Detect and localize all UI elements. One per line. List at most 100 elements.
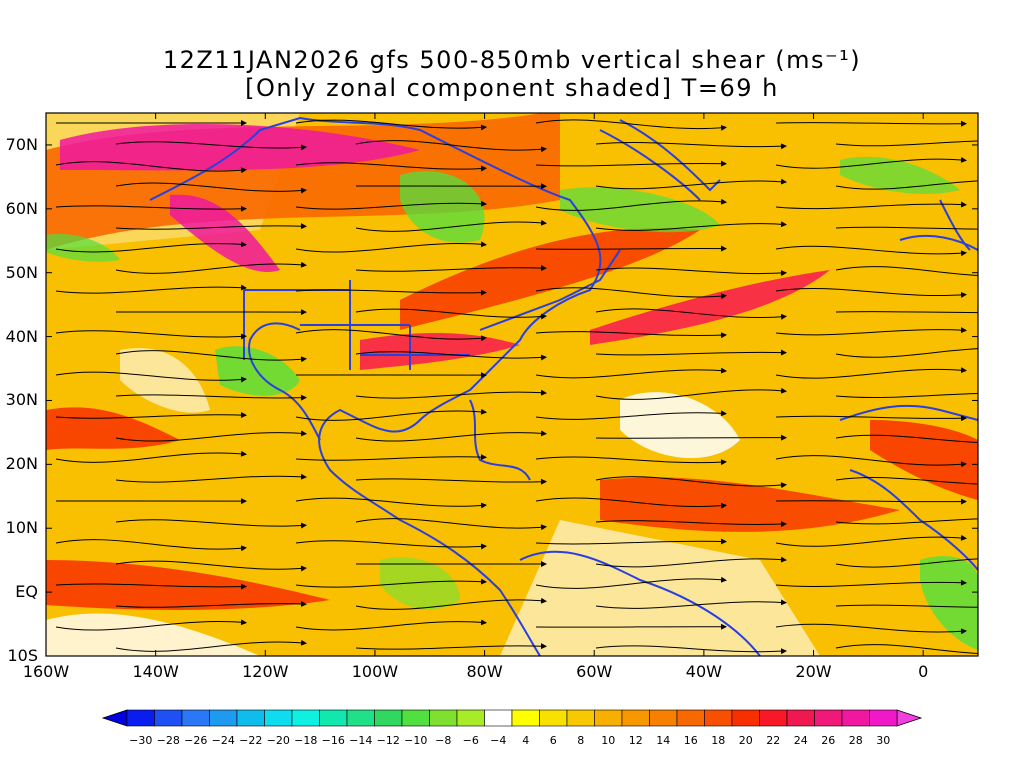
colorbar-swatch xyxy=(209,709,238,727)
shade-region xyxy=(870,420,978,500)
colorbar-label: −14 xyxy=(349,734,373,747)
streamline xyxy=(535,160,727,167)
streamline xyxy=(775,120,967,127)
streamline xyxy=(115,182,307,194)
streamline xyxy=(535,576,727,589)
streamline xyxy=(835,226,978,230)
colorbar-swatch xyxy=(621,709,650,727)
streamline xyxy=(535,245,727,252)
streamline xyxy=(295,540,487,550)
lon-label: 0 xyxy=(918,662,929,681)
lat-label: 20N xyxy=(5,454,38,474)
streamline xyxy=(295,578,487,588)
colorbar-label: 30 xyxy=(876,734,891,747)
streamline xyxy=(775,287,967,298)
streamline xyxy=(295,241,487,253)
streamline xyxy=(55,161,247,174)
colorbar-label: −8 xyxy=(435,734,452,747)
streamline xyxy=(355,643,547,650)
colorbar-swatch xyxy=(154,709,183,727)
lat-label: 30N xyxy=(5,390,38,410)
chart-title: 12Z11JAN2026 gfs 500-850mb vertical shea… xyxy=(162,46,862,74)
streamline xyxy=(55,412,247,419)
colorbar-label: −12 xyxy=(376,734,400,747)
streamline xyxy=(775,455,967,468)
colorbar xyxy=(101,709,923,727)
streamline xyxy=(115,394,307,401)
axis-ticks xyxy=(45,113,978,657)
streamline xyxy=(595,267,787,277)
streamline xyxy=(55,284,247,294)
streamline xyxy=(775,327,967,336)
coastline xyxy=(243,280,470,370)
colorbar-label: 18 xyxy=(711,734,726,747)
streamline xyxy=(595,434,787,441)
colorbar-swatch xyxy=(594,709,623,727)
colorbar-swatch xyxy=(484,709,513,727)
streamline xyxy=(115,560,307,572)
streamline xyxy=(595,556,787,568)
streamline xyxy=(595,645,787,655)
colorbar-label: 24 xyxy=(793,734,808,747)
colorbar-label: −6 xyxy=(462,734,479,747)
streamline xyxy=(115,261,307,274)
streamline xyxy=(115,519,307,529)
streamline xyxy=(115,473,307,483)
colorbar-swatch xyxy=(814,709,843,727)
streamline xyxy=(835,434,978,443)
colorbar-label: 28 xyxy=(848,734,863,747)
streamline xyxy=(55,583,247,590)
shade-region xyxy=(360,333,520,370)
colorbar-label: 22 xyxy=(766,734,781,747)
streamline xyxy=(355,597,547,610)
colorbar-swatch xyxy=(346,709,375,727)
streamline xyxy=(775,245,967,257)
colorbar-label: 16 xyxy=(683,734,698,747)
streamline xyxy=(775,498,967,505)
colorbar-swatch xyxy=(676,709,705,727)
streamline xyxy=(595,221,787,231)
lat-label: 10S xyxy=(7,646,38,665)
streamline xyxy=(535,198,727,211)
streamline xyxy=(295,162,487,172)
colorbar-label: −20 xyxy=(266,734,290,747)
streamline xyxy=(355,518,547,531)
colorbar-swatch xyxy=(786,709,815,727)
colorbar-label: −22 xyxy=(239,734,263,747)
lat-label: 10N xyxy=(5,518,38,538)
colorbar-label: −30 xyxy=(129,734,153,747)
colorbar-swatch xyxy=(236,709,265,727)
streamline xyxy=(775,623,967,635)
streamline xyxy=(595,308,787,320)
map-frame xyxy=(45,112,979,657)
shade-region xyxy=(170,194,280,272)
streamline xyxy=(775,415,967,422)
streamline xyxy=(115,639,307,652)
colorbar-swatch xyxy=(181,709,210,727)
colorbar-swatch xyxy=(374,709,403,727)
colorbar-swatch xyxy=(731,709,760,727)
streamline xyxy=(355,308,547,320)
streamline xyxy=(595,476,787,489)
colorbar-swatch xyxy=(511,709,540,727)
shear-shading xyxy=(46,113,978,656)
streamlines xyxy=(55,119,978,655)
coastline xyxy=(599,129,701,201)
lon-label: 160W xyxy=(22,662,70,681)
colorbar-label: 4 xyxy=(522,734,530,747)
streamline xyxy=(535,119,727,131)
colorbar-swatch xyxy=(566,709,595,727)
coastline xyxy=(899,234,978,251)
streamline xyxy=(55,450,247,463)
streamline xyxy=(835,393,978,399)
streamline xyxy=(835,180,978,190)
colorbar-swatch xyxy=(539,709,568,727)
colorbar-low-arrow xyxy=(101,709,128,727)
lon-label: 100W xyxy=(351,662,399,681)
streamline xyxy=(295,200,487,210)
shade-region xyxy=(46,560,330,610)
lon-label: 40W xyxy=(685,662,722,681)
streamline xyxy=(835,644,978,654)
streamline xyxy=(355,430,547,442)
shade-region xyxy=(560,187,720,233)
